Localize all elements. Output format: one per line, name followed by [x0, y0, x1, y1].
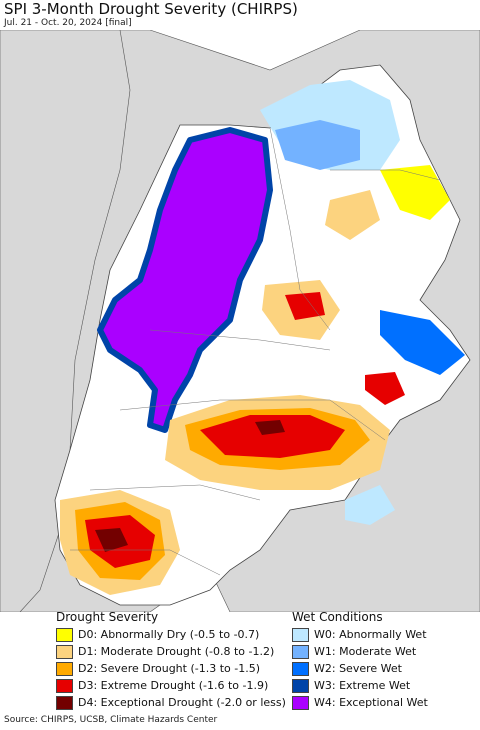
wet-w1-bolivia: [275, 120, 360, 170]
swatch-w4: [292, 695, 309, 710]
dry-d3-uruguay: [365, 372, 405, 405]
legend-label-d3: D3: Extreme Drought (-1.6 to -1.9): [78, 679, 269, 692]
legend-item-w3: W3: Extreme Wet: [292, 678, 410, 693]
legend-item-d2: D2: Severe Drought (-1.3 to -1.5): [56, 661, 260, 676]
admin-boundaries: [70, 127, 441, 576]
legend-label-d2: D2: Severe Drought (-1.3 to -1.5): [78, 662, 261, 675]
swatch-w3: [292, 678, 309, 693]
legend-item-w4: W4: Exceptional Wet: [292, 695, 428, 710]
map-subtitle: Jul. 21 - Oct. 20, 2024 [final]: [4, 18, 132, 28]
legend-drought-title: Drought Severity: [56, 610, 159, 624]
legend-item-w1: W1: Moderate Wet: [292, 644, 416, 659]
wet-w2-uruguay: [380, 310, 465, 375]
dry-d3-northcentral: [285, 292, 325, 320]
swatch-w1: [292, 644, 309, 659]
swatch-d0: [56, 627, 73, 642]
legend-label-w0: W0: Abnormally Wet: [314, 628, 427, 641]
dry-d4-central: [255, 420, 285, 435]
legend-label-d1: D1: Moderate Drought (-0.8 to -1.2): [78, 645, 275, 658]
legend: Drought Severity Wet Conditions D0: Abno…: [0, 610, 480, 710]
source-credit: Source: CHIRPS, UCSB, Climate Hazards Ce…: [4, 715, 218, 725]
legend-label-d4: D4: Exceptional Drought (-2.0 or less): [78, 696, 286, 709]
legend-label-d0: D0: Abnormally Dry (-0.5 to -0.7): [78, 628, 260, 641]
legend-label-w3: W3: Extreme Wet: [314, 679, 411, 692]
wet-w0-coast: [345, 485, 395, 525]
drought-map: [0, 30, 480, 612]
dry-d3-central: [200, 415, 345, 458]
swatch-d2: [56, 661, 73, 676]
legend-label-w2: W2: Severe Wet: [314, 662, 402, 675]
legend-item-d1: D1: Moderate Drought (-0.8 to -1.2): [56, 644, 274, 659]
legend-item-w2: W2: Severe Wet: [292, 661, 402, 676]
swatch-w0: [292, 627, 309, 642]
swatch-d3: [56, 678, 73, 693]
map-title: SPI 3-Month Drought Severity (CHIRPS): [4, 0, 298, 18]
dry-d4-patagonia: [95, 528, 128, 552]
swatch-d4: [56, 695, 73, 710]
swatch-d1: [56, 644, 73, 659]
legend-item-d4: D4: Exceptional Drought (-2.0 or less): [56, 695, 286, 710]
legend-item-d3: D3: Extreme Drought (-1.6 to -1.9): [56, 678, 268, 693]
legend-item-d0: D0: Abnormally Dry (-0.5 to -0.7): [56, 627, 259, 642]
legend-label-w1: W1: Moderate Wet: [314, 645, 417, 658]
wet-w4-argentina-north: [97, 127, 273, 433]
legend-item-w0: W0: Abnormally Wet: [292, 627, 427, 642]
legend-label-w4: W4: Exceptional Wet: [314, 696, 428, 709]
dry-d1-paraguay: [325, 190, 380, 240]
swatch-w2: [292, 661, 309, 676]
legend-wet-title: Wet Conditions: [292, 610, 383, 624]
dry-d0-paraguay: [380, 165, 450, 220]
